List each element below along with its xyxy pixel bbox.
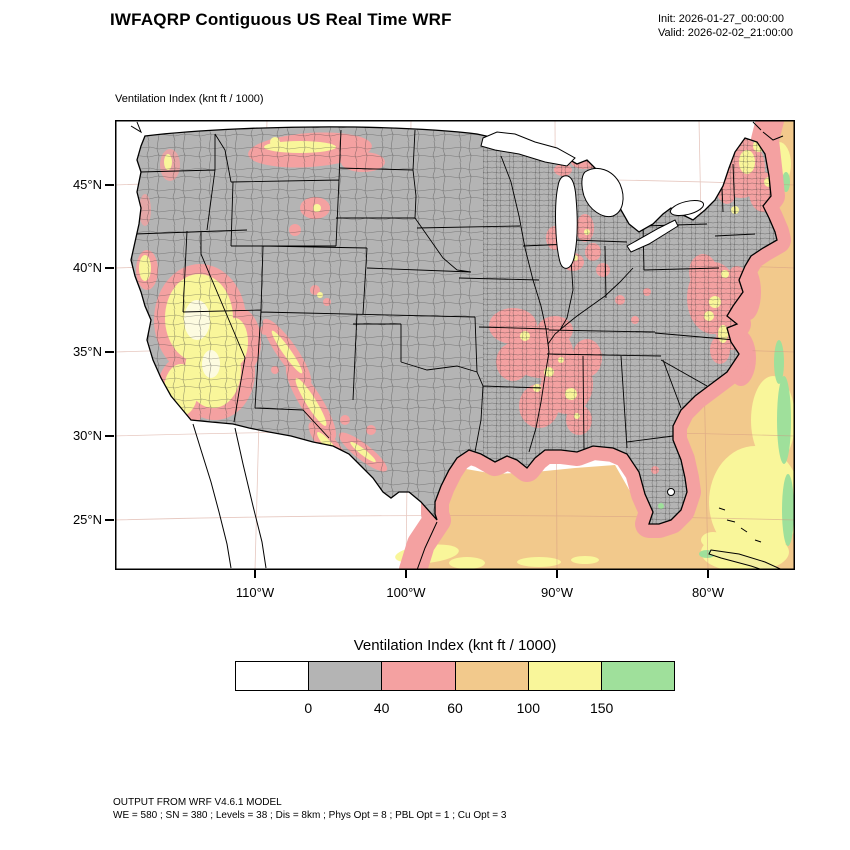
map-frame: [114, 94, 801, 598]
colorbar-cell-3: [455, 662, 529, 690]
lat-tick: [105, 351, 114, 353]
lon-label-110w: 110°W: [235, 585, 275, 600]
colorbar-break-150: 150: [589, 700, 614, 716]
lat-label-45n: 45°N: [72, 177, 102, 192]
footer-model-line: OUTPUT FROM WRF V4.6.1 MODEL: [113, 797, 282, 808]
lat-label-30n: 30°N: [72, 428, 102, 443]
lon-label-100w: 100°W: [386, 585, 426, 600]
init-valid-block: Init: 2026-01-27_00:00:00 Valid: 2026-02…: [658, 12, 793, 40]
colorbar-break-40: 40: [373, 700, 390, 716]
colorbar: [235, 661, 675, 691]
footer-config-line: WE = 580 ; SN = 380 ; Levels = 38 ; Dis …: [113, 810, 507, 821]
lat-label-25n: 25°N: [72, 512, 102, 527]
footer: OUTPUT FROM WRF V4.6.1 MODEL WE = 580 ; …: [113, 796, 506, 822]
lon-tick: [556, 570, 558, 578]
colorbar-cell-1: [309, 662, 383, 690]
lon-label-90w: 90°W: [541, 585, 573, 600]
colorbar-cell-0: [236, 662, 310, 690]
lake-huron: [581, 168, 624, 218]
field-label: Ventilation Index (knt ft / 1000): [115, 93, 264, 105]
lake-superior: [480, 131, 576, 167]
colorbar-break-0: 0: [304, 700, 313, 716]
colorbar-cell-2: [382, 662, 456, 690]
lat-label-35n: 35°N: [72, 344, 102, 359]
colorbar-break-100: 100: [516, 700, 541, 716]
valid-time: Valid: 2026-02-02_21:00:00: [658, 27, 793, 39]
colorbar-cell-5: [601, 662, 675, 690]
state-borders: [134, 129, 756, 453]
lon-tick: [254, 570, 256, 578]
lake-okeechobee: [667, 488, 675, 496]
colorbar-cell-4: [528, 662, 602, 690]
map-border: [115, 120, 795, 570]
lat-tick: [105, 267, 114, 269]
lat-tick: [105, 435, 114, 437]
lake-michigan: [555, 175, 578, 269]
lat-label-40n: 40°N: [72, 260, 102, 275]
legend-title: Ventilation Index (knt ft / 1000): [353, 637, 557, 654]
lon-label-80w: 80°W: [692, 585, 724, 600]
great-lakes: [480, 131, 705, 496]
init-time: Init: 2026-01-27_00:00:00: [658, 13, 784, 25]
map-canvas: [114, 94, 801, 598]
page-title: IWFAQRP Contiguous US Real Time WRF: [110, 10, 452, 29]
lat-tick: [105, 519, 114, 521]
lake-erie: [626, 219, 679, 253]
lake-ontario: [669, 199, 705, 217]
lat-tick: [105, 184, 114, 186]
lon-tick: [707, 570, 709, 578]
lon-tick: [405, 570, 407, 578]
colorbar-break-60: 60: [447, 700, 463, 716]
colorbar-breaks: 0 40 60 100 150: [235, 700, 675, 718]
